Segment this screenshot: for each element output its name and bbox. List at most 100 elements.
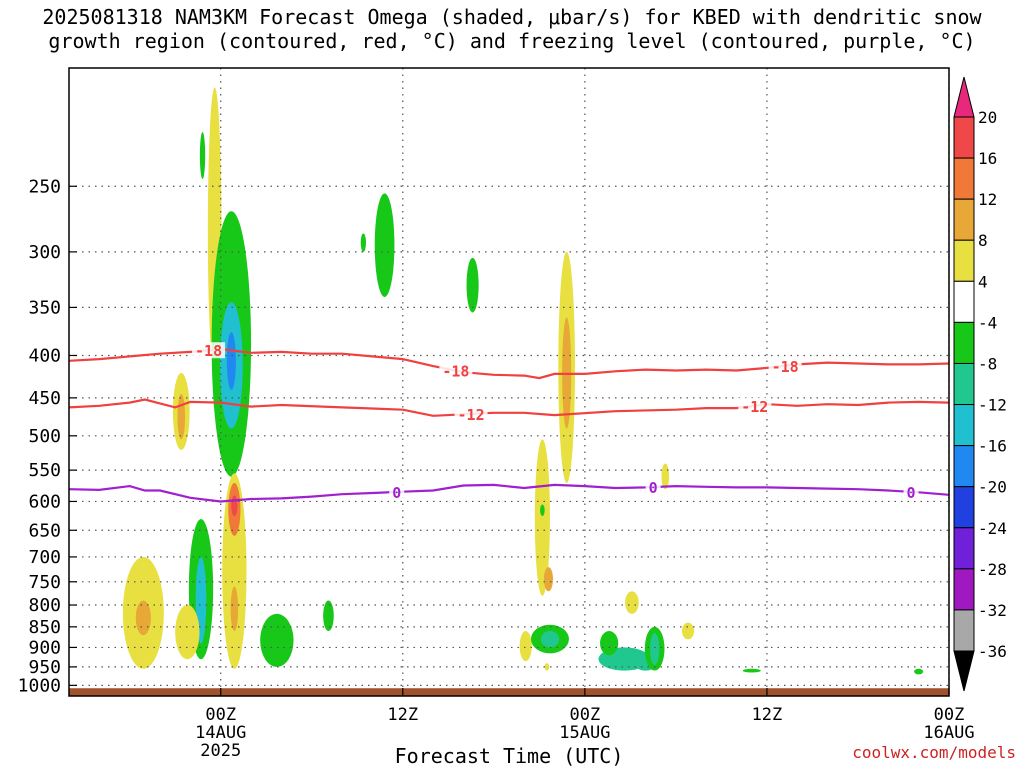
omega-cell-t bbox=[374, 193, 395, 297]
omega-cell-f bbox=[177, 393, 186, 440]
omega-cell-ag bbox=[650, 633, 660, 665]
colorbar-label-10: -24 bbox=[978, 519, 1007, 538]
contour-label-0-2: 0 bbox=[907, 484, 916, 502]
omega-cell-r bbox=[199, 131, 206, 179]
colorbar-label-8: -16 bbox=[978, 437, 1007, 456]
contour-line-0 bbox=[69, 483, 949, 503]
omega-cell-ai bbox=[625, 591, 639, 614]
y-tick-label-750: 750 bbox=[28, 572, 61, 593]
y-tick-label-850: 850 bbox=[28, 617, 61, 638]
colorbar-label-4: 4 bbox=[978, 272, 988, 291]
x-tick-label-54-0: 00Z bbox=[934, 705, 965, 725]
contour-label--18-1: -18 bbox=[442, 363, 469, 381]
colorbar-band-12 bbox=[953, 609, 975, 652]
omega-cell-ak bbox=[681, 622, 695, 640]
omega-cell-ah bbox=[600, 631, 619, 656]
colorbar-label-6: -8 bbox=[978, 354, 997, 373]
colorbar-label-7: -12 bbox=[978, 396, 1007, 415]
chart-title-line-1: 2025081318 NAM3KM Forecast Omega (shaded… bbox=[42, 5, 982, 29]
omega-cell-x bbox=[534, 439, 550, 596]
contour-label-bg--18-0 bbox=[192, 342, 226, 359]
colorbar-label-1: 16 bbox=[978, 149, 997, 168]
omega-cell-p bbox=[260, 613, 294, 667]
terrain bbox=[69, 688, 949, 696]
colorbar-band-1 bbox=[953, 157, 975, 200]
contour-label-0-0: 0 bbox=[392, 484, 401, 502]
x-axis-label: Forecast Time (UTC) bbox=[395, 744, 624, 768]
y-tick-label-650: 650 bbox=[28, 520, 61, 541]
colorbar-band-8 bbox=[953, 445, 975, 488]
colorbar-label-13: -36 bbox=[978, 642, 1007, 661]
colorbar-label-5: -4 bbox=[978, 313, 997, 332]
omega-cell-o bbox=[175, 605, 200, 660]
omega-cell-al bbox=[544, 663, 550, 671]
colorbar-label-2: 12 bbox=[978, 190, 997, 209]
y-tick-label-950: 950 bbox=[28, 657, 61, 678]
colorbar-label-3: 8 bbox=[978, 231, 988, 250]
omega-cell-s bbox=[360, 233, 366, 252]
x-tick-label-18-0: 12Z bbox=[387, 705, 418, 725]
y-tick-label-800: 800 bbox=[28, 595, 61, 616]
colorbar-band-3 bbox=[953, 239, 975, 282]
y-tick-label-250: 250 bbox=[28, 176, 61, 197]
y-tick-label-350: 350 bbox=[28, 297, 61, 318]
contour-label-bg--12-1 bbox=[738, 397, 772, 414]
y-tick-label-500: 500 bbox=[28, 426, 61, 447]
pressure-axis: 2503003504004505005506006507007508008509… bbox=[18, 176, 77, 696]
y-tick-label-400: 400 bbox=[28, 345, 61, 366]
omega-cell-ab bbox=[540, 631, 560, 648]
y-tick-label-600: 600 bbox=[28, 491, 61, 512]
colorbar-band-6 bbox=[953, 362, 975, 406]
x-tick-label-30-1: 15AUG bbox=[559, 723, 610, 743]
colorbar-label-11: -28 bbox=[978, 560, 1007, 579]
contour-label-bg-0-2 bbox=[903, 483, 919, 500]
colorbar: 20 16 12 8 4 -4 -8 -12 -16 -20 -24 -28 -32 -36 bbox=[953, 76, 1007, 692]
colorbar-band-5 bbox=[953, 321, 975, 364]
colorbar-band-2 bbox=[953, 198, 975, 241]
colorbar-band-4 bbox=[953, 280, 975, 323]
contour-lines: -18 -18 -18 -12 -12 0 0 0 bbox=[69, 342, 949, 503]
omega-cell-y bbox=[543, 567, 554, 592]
omega-cell-n bbox=[135, 600, 151, 636]
x-tick-label-54-1: 16AUG bbox=[923, 723, 974, 743]
contour-line--12 bbox=[69, 398, 949, 417]
contour-label-bg--18-2 bbox=[768, 357, 802, 374]
y-tick-label-450: 450 bbox=[28, 388, 61, 409]
x-tick-label-6-1: 14AUG bbox=[195, 723, 246, 743]
colorbar-band-9 bbox=[953, 486, 975, 529]
colorbar-band-7 bbox=[953, 404, 975, 447]
omega-cell-q bbox=[323, 600, 334, 632]
omega-cell-z bbox=[519, 631, 532, 662]
x-tick-label-6-0: 00Z bbox=[205, 705, 236, 725]
contour-label-bg--18-1 bbox=[439, 362, 473, 379]
omega-cell-am bbox=[742, 668, 761, 673]
x-tick-label-42-0: 12Z bbox=[752, 705, 783, 725]
y-tick-label-900: 900 bbox=[28, 637, 61, 658]
contour-label--12-0: -12 bbox=[458, 406, 485, 424]
colorbar-top-arrow bbox=[953, 76, 975, 118]
omega-cell-k bbox=[231, 495, 238, 517]
colorbar-label-12: -32 bbox=[978, 601, 1007, 620]
y-tick-label-1000: 1000 bbox=[18, 675, 61, 696]
contour-label--18-0: -18 bbox=[195, 342, 222, 360]
omega-cell-d bbox=[226, 332, 236, 390]
omega-cell-i bbox=[222, 473, 247, 669]
y-tick-label-300: 300 bbox=[28, 242, 61, 263]
credit-text: coolwx.com/models bbox=[852, 743, 1016, 762]
chart-title-line-2: growth region (contoured, red, °C) and f… bbox=[48, 29, 976, 53]
x-tick-label-30-0: 00Z bbox=[570, 705, 601, 725]
contour-label-bg-0-1 bbox=[645, 479, 661, 496]
omega-cell-an bbox=[914, 668, 924, 675]
contour-label-bg--12-0 bbox=[454, 405, 488, 422]
omega-cell-u bbox=[466, 257, 479, 313]
omega-cell-l bbox=[230, 586, 239, 632]
colorbar-bottom-arrow bbox=[953, 650, 975, 692]
x-tick-label-6-2: 2025 bbox=[200, 741, 241, 761]
colorbar-band-11 bbox=[953, 568, 975, 611]
y-tick-label-700: 700 bbox=[28, 547, 61, 568]
colorbar-band-10 bbox=[953, 527, 975, 570]
colorbar-label-9: -20 bbox=[978, 478, 1007, 497]
colorbar-band-0 bbox=[953, 116, 975, 159]
colorbar-label-0: 20 bbox=[978, 108, 997, 127]
